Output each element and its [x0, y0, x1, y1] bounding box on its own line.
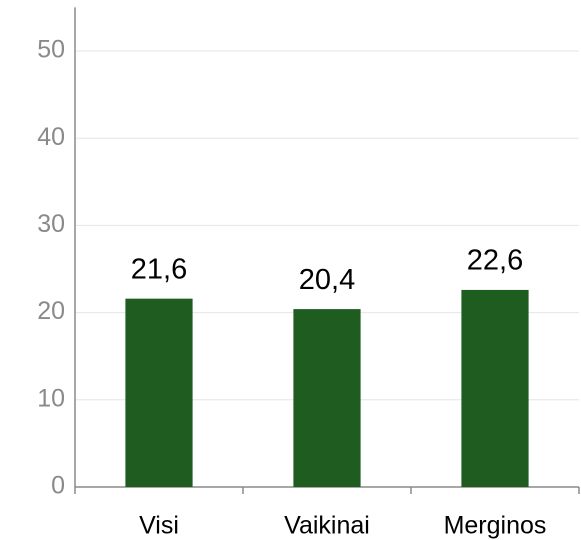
bar	[125, 298, 193, 487]
y-tick-label: 20	[37, 297, 65, 325]
y-tick-label: 40	[37, 123, 65, 151]
x-tick-label: Merginos	[444, 512, 547, 540]
x-tick-label: Vaikinai	[284, 512, 370, 540]
y-tick-label: 30	[37, 210, 65, 238]
value-label: 22,6	[467, 245, 523, 277]
y-tick-label: 10	[37, 384, 65, 412]
value-label: 21,6	[131, 253, 187, 285]
y-tick-label: 50	[37, 36, 65, 64]
x-tick-label: Visi	[139, 512, 179, 540]
bar	[293, 309, 361, 487]
value-label: 20,4	[299, 264, 355, 296]
bar	[461, 289, 529, 487]
y-tick-label: 0	[51, 472, 65, 500]
